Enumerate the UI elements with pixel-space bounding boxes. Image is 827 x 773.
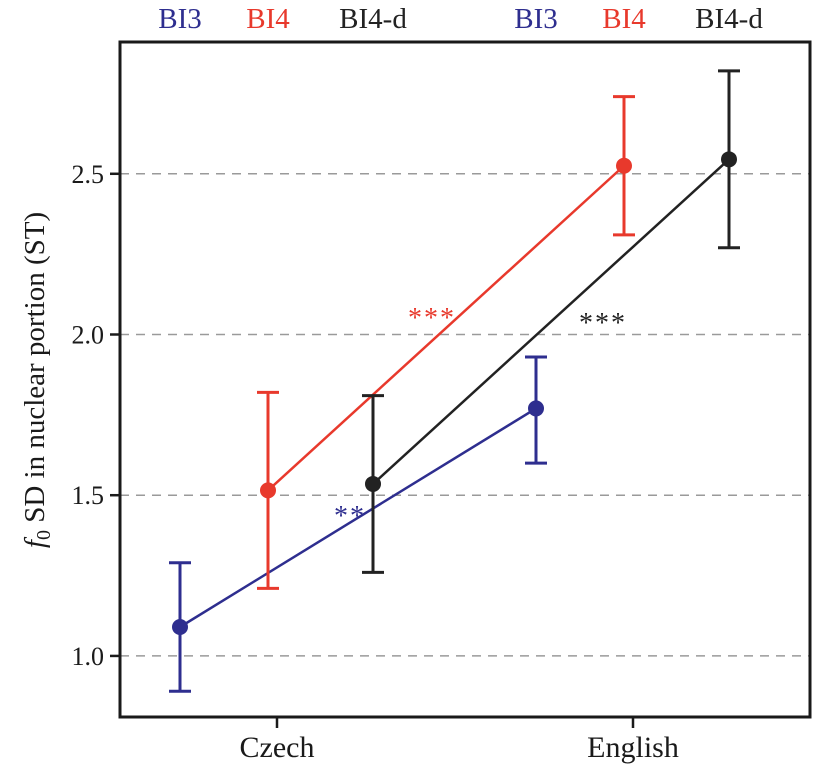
x-tick-label: English [587,731,679,764]
series-line [372,158,730,485]
y-tick-label: 2.0 [72,321,105,350]
y-tick-label: 1.0 [72,642,105,671]
y-tick-label: 1.5 [72,481,105,510]
x-axis: Czech English [240,717,679,764]
series-line [267,164,625,492]
data-point [616,157,632,174]
y-axis-label-subscript: 0 [33,530,55,540]
plot-frame [118,40,812,719]
data-point [721,151,737,168]
y-tick-label: 2.5 [72,160,105,189]
significance-label: *** [408,303,456,334]
significance-layer: ***** *** [334,303,627,532]
x-tick-label: Czech [240,731,315,764]
series-bi3 [169,355,547,693]
series-layer [169,69,740,693]
legend-label-bi4: BI4 [246,3,290,35]
gridlines [120,173,810,657]
series-bi4-d [362,69,740,574]
significance-label: ** [334,501,366,532]
data-point [528,400,544,417]
legend-label-bi3: BI3 [514,3,558,35]
top-legend: BI3 BI4 BI4-d BI3 BI4 BI4-d [158,3,763,35]
legend-label-bi3: BI3 [158,3,202,35]
legend-label-bi4-d: BI4-d [695,3,763,35]
series-bi4 [257,95,635,590]
data-point [172,619,188,635]
y-axis-label: f0 SD in nuclear portion (ST) [19,212,55,548]
legend-label-bi4: BI4 [602,3,646,35]
series-line [179,407,537,629]
data-point [365,475,381,492]
significance-label: *** [579,308,627,339]
y-axis-label-text: SD in nuclear portion (ST) [19,212,51,530]
data-point [260,482,276,499]
y-axis: 1.0 1.5 2.0 2.5 [72,160,120,671]
legend-label-bi4-d: BI4-d [339,3,407,35]
